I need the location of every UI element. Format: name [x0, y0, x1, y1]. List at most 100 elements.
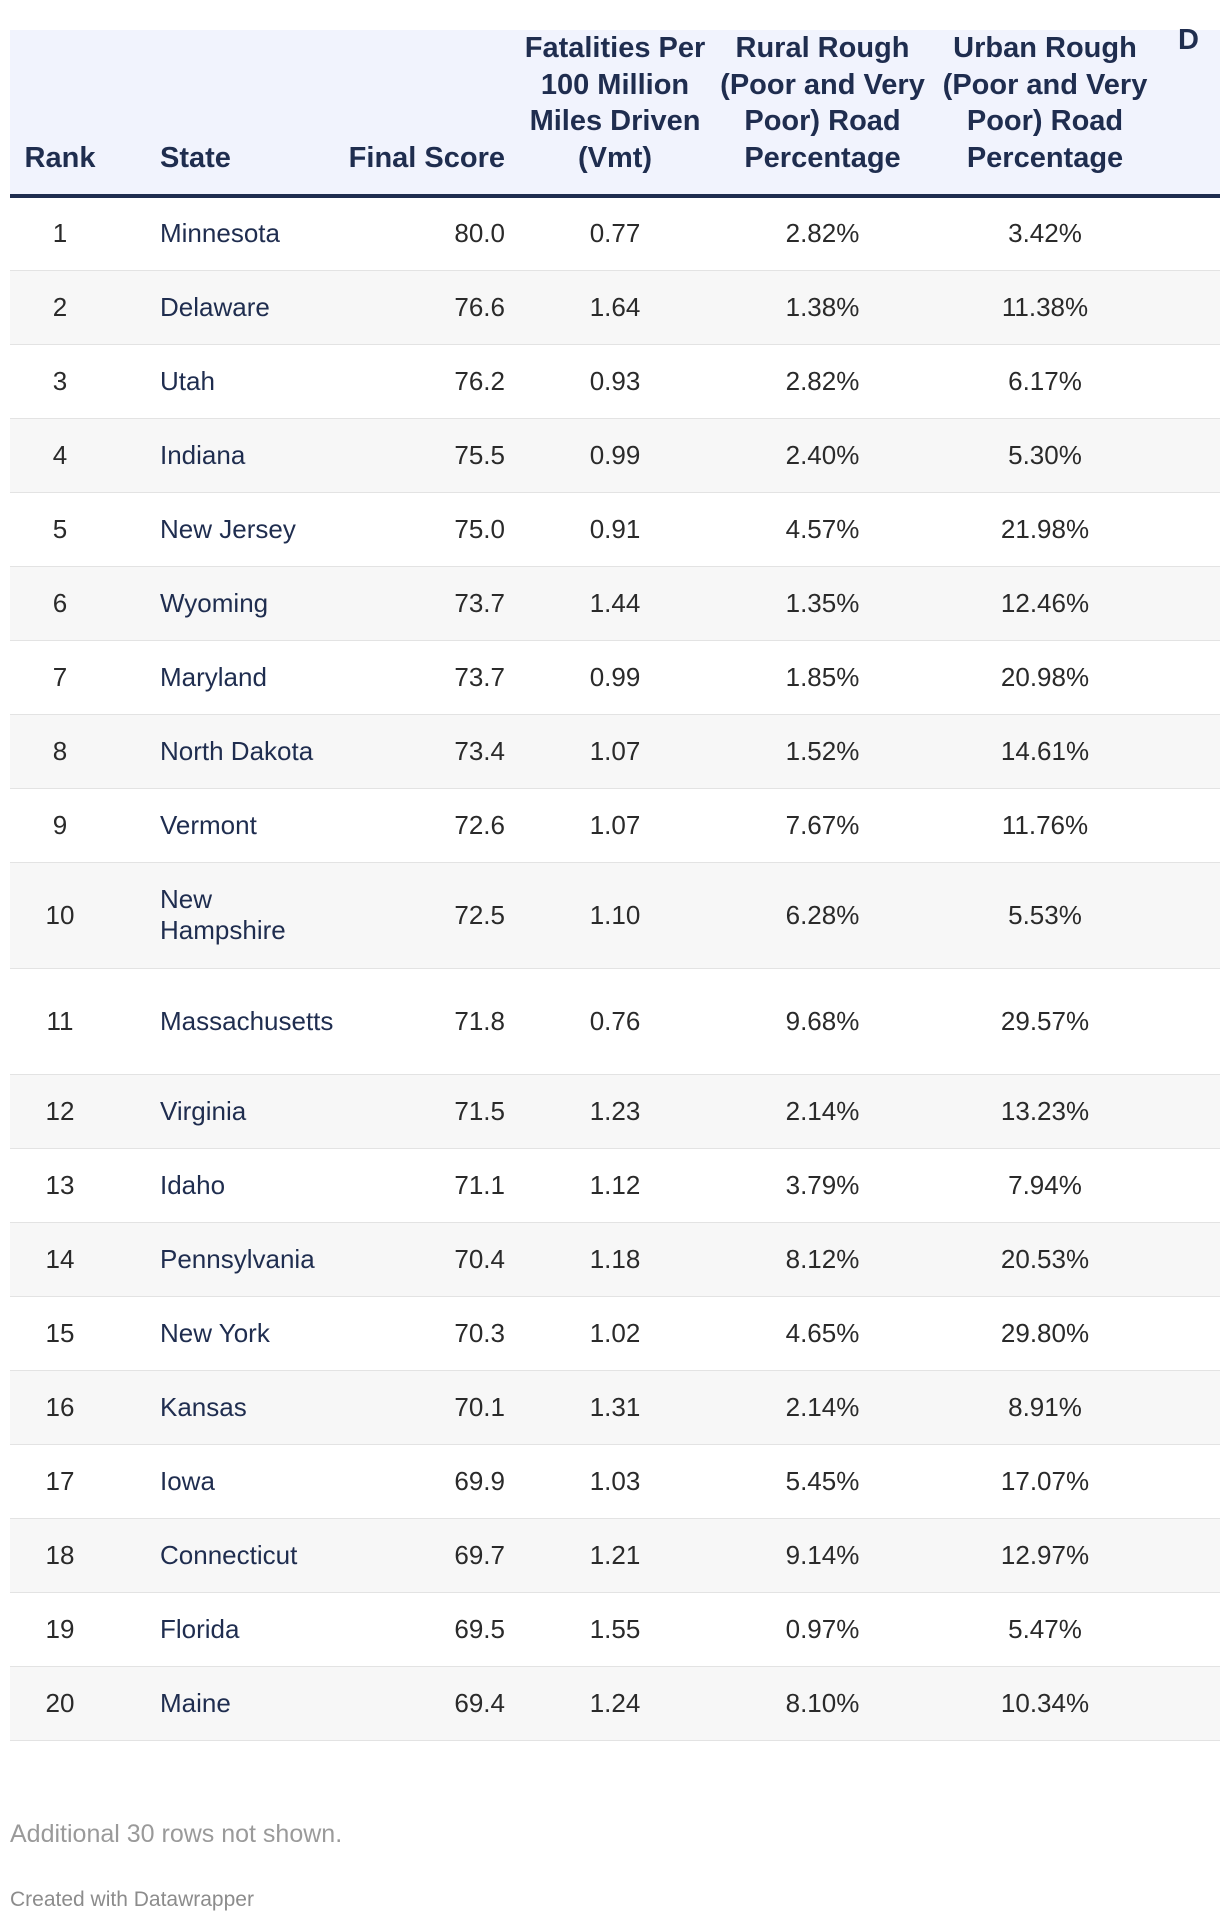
cell-truncated [1160, 196, 1220, 271]
cell-final-score: 72.6 [325, 788, 515, 863]
table-row: 8 North Dakota 73.4 1.07 1.52% 14.61% [10, 714, 1220, 789]
cell-urban-rough: 10.34% [930, 1666, 1160, 1741]
cell-fatalities: 0.93 [515, 344, 715, 419]
footer-note: Additional 30 rows not shown. [10, 1820, 343, 1848]
cell-truncated [1160, 640, 1220, 715]
table-row: 11 Massachusetts 71.8 0.76 9.68% 29.57% [10, 968, 1220, 1075]
table-row: 6 Wyoming 73.7 1.44 1.35% 12.46% [10, 566, 1220, 641]
cell-urban-rough: 20.98% [930, 640, 1160, 715]
cell-truncated [1160, 1074, 1220, 1149]
header-fatalities[interactable]: Fatalities Per 100 Million Miles Driven … [515, 30, 715, 198]
cell-rank: 15 [10, 1296, 110, 1371]
credit-line: Created with Datawrapper [10, 1888, 254, 1911]
cell-final-score: 70.1 [325, 1370, 515, 1445]
cell-truncated [1160, 1148, 1220, 1223]
cell-urban-rough: 7.94% [930, 1148, 1160, 1223]
cell-urban-rough: 11.76% [930, 788, 1160, 863]
cell-fatalities: 1.02 [515, 1296, 715, 1371]
cell-fatalities: 1.31 [515, 1370, 715, 1445]
cell-fatalities: 0.91 [515, 492, 715, 567]
cell-urban-rough: 17.07% [930, 1444, 1160, 1519]
table-row: 9 Vermont 72.6 1.07 7.67% 11.76% [10, 788, 1220, 863]
cell-rank: 7 [10, 640, 110, 715]
table-row: 14 Pennsylvania 70.4 1.18 8.12% 20.53% [10, 1222, 1220, 1297]
cell-urban-rough: 5.47% [930, 1592, 1160, 1667]
cell-state: Utah [110, 344, 325, 419]
cell-urban-rough: 29.57% [930, 968, 1160, 1075]
cell-truncated [1160, 270, 1220, 345]
cell-fatalities: 1.23 [515, 1074, 715, 1149]
cell-rural-rough: 1.38% [715, 270, 930, 345]
table-row: 2 Delaware 76.6 1.64 1.38% 11.38% [10, 270, 1220, 345]
cell-final-score: 73.7 [325, 566, 515, 641]
cell-state: Delaware [110, 270, 325, 345]
cell-truncated [1160, 1592, 1220, 1667]
header-urban-rough[interactable]: Urban Rough (Poor and Very Poor) Road Pe… [930, 30, 1160, 198]
cell-rural-rough: 2.40% [715, 418, 930, 493]
cell-rank: 1 [10, 196, 110, 271]
cell-final-score: 72.5 [325, 862, 515, 969]
table-row: 10 New Hampshire 72.5 1.10 6.28% 5.53% [10, 862, 1220, 969]
cell-rural-rough: 4.57% [715, 492, 930, 567]
cell-final-score: 76.6 [325, 270, 515, 345]
cell-final-score: 69.9 [325, 1444, 515, 1519]
cell-fatalities: 1.18 [515, 1222, 715, 1297]
cell-rank: 12 [10, 1074, 110, 1149]
header-rank[interactable]: Rank [10, 30, 110, 198]
cell-state: New Hampshire [110, 862, 325, 969]
cell-fatalities: 1.55 [515, 1592, 715, 1667]
cell-rural-rough: 2.82% [715, 344, 930, 419]
cell-urban-rough: 6.17% [930, 344, 1160, 419]
cell-final-score: 70.4 [325, 1222, 515, 1297]
cell-rural-rough: 2.82% [715, 196, 930, 271]
cell-rural-rough: 2.14% [715, 1370, 930, 1445]
cell-state: New Jersey [110, 492, 325, 567]
cell-rank: 2 [10, 270, 110, 345]
cell-rank: 18 [10, 1518, 110, 1593]
cell-rank: 3 [10, 344, 110, 419]
table-row: 3 Utah 76.2 0.93 2.82% 6.17% [10, 344, 1220, 419]
cell-rural-rough: 5.45% [715, 1444, 930, 1519]
cell-state: North Dakota [110, 714, 325, 789]
cell-final-score: 71.1 [325, 1148, 515, 1223]
header-state[interactable]: State [110, 30, 325, 198]
cell-truncated [1160, 862, 1220, 969]
header-rural-rough[interactable]: Rural Rough (Poor and Very Poor) Road Pe… [715, 30, 930, 198]
cell-final-score: 73.7 [325, 640, 515, 715]
cell-state: Connecticut [110, 1518, 325, 1593]
cell-fatalities: 1.24 [515, 1666, 715, 1741]
cell-fatalities: 0.99 [515, 418, 715, 493]
cell-rank: 10 [10, 862, 110, 969]
cell-rank: 4 [10, 418, 110, 493]
cell-fatalities: 0.76 [515, 968, 715, 1075]
cell-final-score: 73.4 [325, 714, 515, 789]
cell-rural-rough: 4.65% [715, 1296, 930, 1371]
cell-state: Kansas [110, 1370, 325, 1445]
cell-rank: 13 [10, 1148, 110, 1223]
cell-rural-rough: 1.85% [715, 640, 930, 715]
cell-fatalities: 1.12 [515, 1148, 715, 1223]
cell-state: Vermont [110, 788, 325, 863]
cell-truncated [1160, 344, 1220, 419]
cell-rural-rough: 1.35% [715, 566, 930, 641]
cell-final-score: 71.5 [325, 1074, 515, 1149]
cell-urban-rough: 14.61% [930, 714, 1160, 789]
cell-truncated [1160, 788, 1220, 863]
table-row: 19 Florida 69.5 1.55 0.97% 5.47% [10, 1592, 1220, 1667]
cell-rank: 11 [10, 968, 110, 1075]
header-truncated-column[interactable]: D [1160, 24, 1220, 198]
cell-final-score: 69.7 [325, 1518, 515, 1593]
cell-urban-rough: 8.91% [930, 1370, 1160, 1445]
cell-rural-rough: 0.97% [715, 1592, 930, 1667]
cell-state: Wyoming [110, 566, 325, 641]
table-row: 20 Maine 69.4 1.24 8.10% 10.34% [10, 1666, 1220, 1741]
cell-final-score: 80.0 [325, 196, 515, 271]
cell-rank: 20 [10, 1666, 110, 1741]
cell-rank: 6 [10, 566, 110, 641]
cell-final-score: 69.5 [325, 1592, 515, 1667]
table-row: 12 Virginia 71.5 1.23 2.14% 13.23% [10, 1074, 1220, 1149]
cell-rank: 19 [10, 1592, 110, 1667]
header-final-score[interactable]: Final Score [325, 30, 515, 198]
cell-rural-rough: 7.67% [715, 788, 930, 863]
